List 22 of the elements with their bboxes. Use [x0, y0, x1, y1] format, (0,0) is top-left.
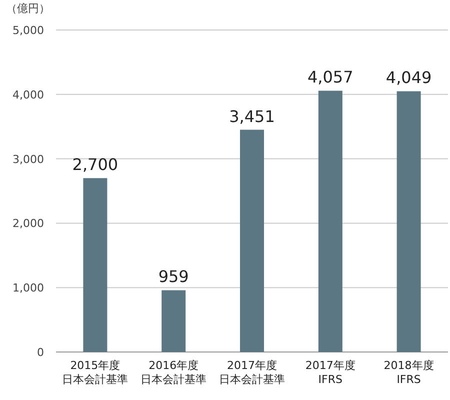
bar [396, 91, 421, 352]
y-tick-label: 1,000 [12, 282, 44, 295]
data-label: 959 [158, 267, 189, 286]
bar [83, 178, 108, 352]
y-tick-label: 5,000 [12, 24, 44, 37]
x-tick-label: 2017年度日本会計基準 [219, 359, 285, 386]
x-tick-label: 2018年度 IFRS [384, 359, 434, 386]
x-tick-label: 2016年度日本会計基準 [140, 359, 207, 386]
x-tick-label: 2015年度日本会計基準 [62, 359, 128, 386]
data-label: 4,057 [307, 68, 354, 87]
y-tick-label: 2,000 [12, 217, 44, 230]
bar [318, 90, 342, 352]
data-label: 3,451 [229, 106, 275, 126]
data-label: 4,049 [386, 68, 432, 88]
bar [162, 290, 186, 352]
y-tick-label: 4,000 [12, 88, 44, 102]
y-axis-title: （億円） [6, 2, 50, 15]
data-label: 2,700 [72, 155, 118, 174]
bar [240, 130, 264, 352]
x-tick-label: 2017年度 IFRS [305, 359, 356, 386]
y-tick-label: 3,000 [12, 152, 44, 166]
y-tick-label: 0 [37, 346, 44, 359]
